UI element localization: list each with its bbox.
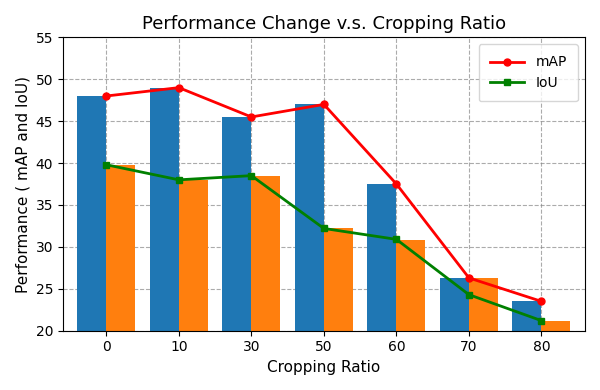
Bar	[223, 117, 251, 390]
Bar	[440, 278, 469, 390]
Legend: mAP, IoU: mAP, IoU	[479, 44, 578, 101]
mAP	[248, 115, 255, 119]
mAP	[320, 102, 328, 107]
Bar	[541, 321, 571, 390]
mAP	[175, 85, 182, 90]
IoU	[175, 177, 182, 182]
X-axis label: Cropping Ratio: Cropping Ratio	[267, 360, 380, 375]
Bar	[251, 176, 280, 390]
Bar	[295, 105, 324, 390]
mAP	[466, 276, 473, 280]
Bar	[106, 165, 136, 390]
Bar	[512, 301, 541, 390]
Y-axis label: Performance ( mAP and IoU): Performance ( mAP and IoU)	[15, 76, 30, 292]
Bar	[397, 240, 425, 390]
Line: IoU: IoU	[103, 161, 545, 324]
Title: Performance Change v.s. Cropping Ratio: Performance Change v.s. Cropping Ratio	[142, 15, 506, 33]
Bar	[469, 278, 498, 390]
Bar	[150, 88, 179, 390]
IoU	[393, 237, 400, 242]
IoU	[466, 292, 473, 297]
mAP	[393, 182, 400, 186]
Line: mAP: mAP	[103, 84, 545, 305]
Bar	[324, 229, 353, 390]
IoU	[103, 162, 110, 167]
Bar	[179, 180, 208, 390]
Bar	[367, 184, 397, 390]
mAP	[538, 299, 545, 304]
mAP	[103, 94, 110, 98]
IoU	[320, 226, 328, 231]
IoU	[538, 318, 545, 323]
IoU	[248, 173, 255, 178]
Bar	[77, 96, 106, 390]
